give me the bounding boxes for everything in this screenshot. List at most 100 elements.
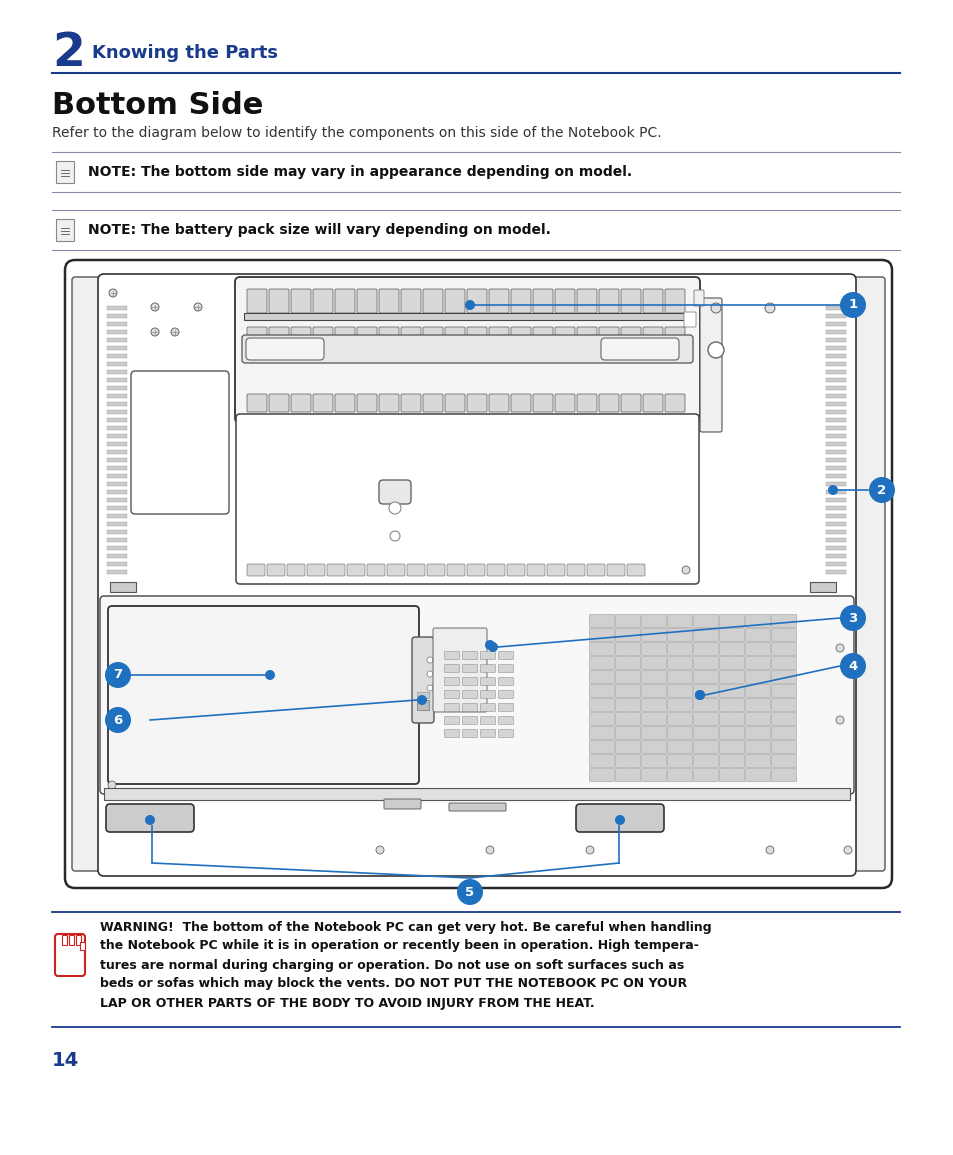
Bar: [825, 418, 845, 422]
Bar: [825, 370, 845, 374]
FancyBboxPatch shape: [234, 277, 700, 423]
FancyBboxPatch shape: [744, 768, 770, 782]
Bar: [107, 346, 127, 350]
Circle shape: [151, 303, 159, 311]
FancyBboxPatch shape: [378, 289, 398, 313]
FancyBboxPatch shape: [744, 614, 770, 627]
FancyBboxPatch shape: [480, 651, 495, 660]
Bar: [107, 571, 127, 574]
FancyBboxPatch shape: [615, 699, 639, 711]
FancyBboxPatch shape: [235, 413, 699, 584]
Bar: [825, 322, 845, 326]
FancyBboxPatch shape: [771, 699, 796, 711]
Bar: [825, 482, 845, 486]
Text: 4: 4: [847, 660, 857, 672]
FancyBboxPatch shape: [744, 628, 770, 641]
Bar: [416, 700, 429, 710]
FancyBboxPatch shape: [640, 656, 666, 670]
FancyBboxPatch shape: [589, 656, 614, 670]
Text: 2: 2: [877, 484, 885, 497]
Bar: [825, 346, 845, 350]
Bar: [825, 442, 845, 446]
Circle shape: [456, 879, 482, 906]
FancyBboxPatch shape: [444, 716, 459, 724]
FancyBboxPatch shape: [719, 768, 743, 782]
FancyBboxPatch shape: [412, 638, 434, 723]
FancyBboxPatch shape: [577, 394, 597, 412]
Bar: [107, 378, 127, 382]
Text: NOTE: The bottom side may vary in appearance depending on model.: NOTE: The bottom side may vary in appear…: [88, 165, 632, 179]
FancyBboxPatch shape: [640, 768, 666, 782]
Bar: [107, 370, 127, 374]
FancyBboxPatch shape: [771, 768, 796, 782]
FancyBboxPatch shape: [378, 480, 411, 504]
FancyBboxPatch shape: [719, 740, 743, 753]
Bar: [107, 546, 127, 550]
FancyBboxPatch shape: [269, 327, 289, 346]
FancyBboxPatch shape: [526, 564, 544, 576]
FancyBboxPatch shape: [506, 564, 524, 576]
FancyBboxPatch shape: [498, 703, 513, 711]
FancyBboxPatch shape: [313, 394, 333, 412]
Circle shape: [416, 695, 427, 705]
FancyBboxPatch shape: [600, 338, 679, 360]
Bar: [107, 465, 127, 470]
Bar: [62, 936, 67, 945]
Circle shape: [109, 289, 117, 297]
Bar: [825, 450, 845, 454]
Bar: [107, 522, 127, 526]
FancyBboxPatch shape: [693, 754, 718, 768]
Text: NOTE: The battery pack size will vary depending on model.: NOTE: The battery pack size will vary de…: [88, 223, 550, 237]
Circle shape: [193, 303, 202, 311]
FancyBboxPatch shape: [744, 685, 770, 698]
FancyBboxPatch shape: [744, 642, 770, 656]
Text: 3: 3: [847, 611, 857, 625]
FancyBboxPatch shape: [640, 713, 666, 725]
FancyBboxPatch shape: [667, 713, 692, 725]
Text: Knowing the Parts: Knowing the Parts: [91, 44, 277, 62]
FancyBboxPatch shape: [693, 768, 718, 782]
FancyBboxPatch shape: [444, 651, 459, 660]
FancyBboxPatch shape: [771, 656, 796, 670]
FancyBboxPatch shape: [640, 754, 666, 768]
FancyBboxPatch shape: [615, 642, 639, 656]
FancyBboxPatch shape: [744, 656, 770, 670]
Circle shape: [375, 845, 384, 854]
FancyBboxPatch shape: [642, 394, 662, 412]
FancyBboxPatch shape: [444, 691, 459, 699]
FancyBboxPatch shape: [356, 289, 376, 313]
Circle shape: [695, 690, 704, 700]
FancyBboxPatch shape: [615, 713, 639, 725]
Bar: [107, 353, 127, 358]
FancyBboxPatch shape: [667, 768, 692, 782]
Circle shape: [835, 644, 843, 653]
FancyBboxPatch shape: [462, 651, 477, 660]
Bar: [825, 306, 845, 310]
FancyBboxPatch shape: [267, 564, 285, 576]
Bar: [825, 434, 845, 438]
FancyBboxPatch shape: [598, 289, 618, 313]
FancyBboxPatch shape: [850, 277, 884, 871]
Bar: [107, 450, 127, 454]
Text: 5: 5: [465, 886, 474, 899]
FancyBboxPatch shape: [400, 394, 420, 412]
FancyBboxPatch shape: [313, 289, 333, 313]
FancyBboxPatch shape: [615, 754, 639, 768]
FancyBboxPatch shape: [498, 730, 513, 738]
FancyBboxPatch shape: [667, 656, 692, 670]
FancyBboxPatch shape: [640, 740, 666, 753]
FancyBboxPatch shape: [744, 671, 770, 684]
FancyBboxPatch shape: [489, 394, 509, 412]
FancyBboxPatch shape: [480, 703, 495, 711]
Bar: [825, 571, 845, 574]
Bar: [825, 362, 845, 366]
FancyBboxPatch shape: [246, 338, 324, 360]
Bar: [107, 459, 127, 462]
FancyBboxPatch shape: [462, 730, 477, 738]
Circle shape: [464, 300, 475, 310]
Text: Bottom Side: Bottom Side: [52, 90, 263, 119]
FancyBboxPatch shape: [462, 716, 477, 724]
FancyBboxPatch shape: [577, 327, 597, 346]
Bar: [107, 322, 127, 326]
Bar: [825, 514, 845, 517]
